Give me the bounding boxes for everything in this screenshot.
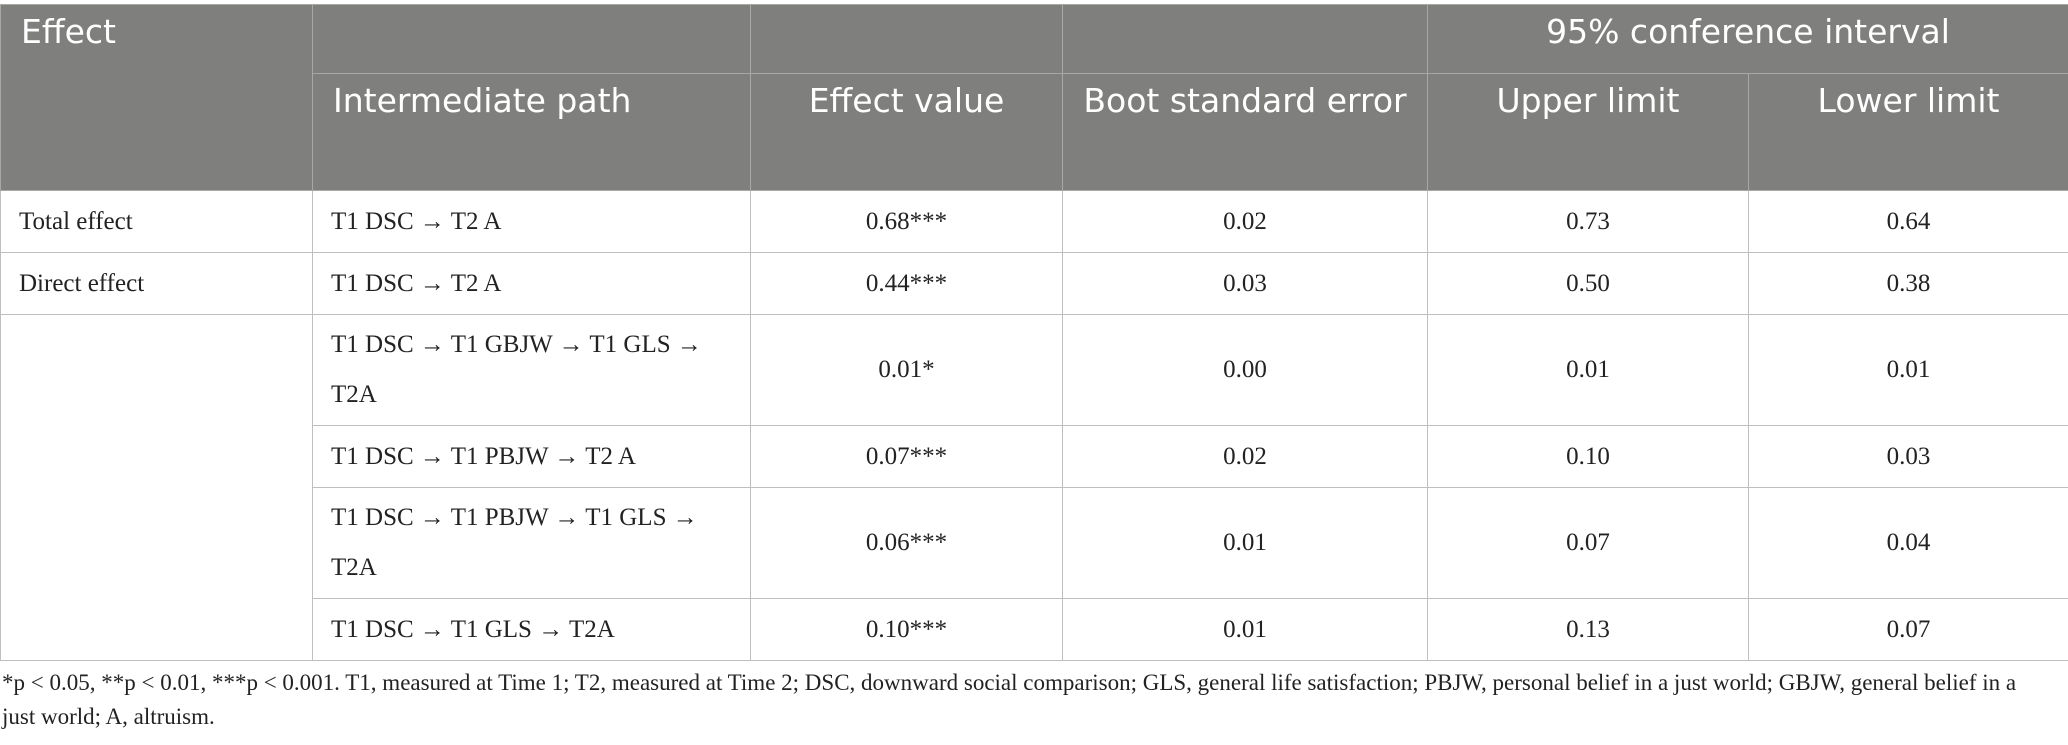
effect-value-cell: 0.07*** [750, 425, 1063, 488]
upper-limit-cell: 0.73 [1427, 190, 1749, 253]
effect-value-cell: 0.44*** [750, 252, 1063, 315]
upper-limit-cell: 0.50 [1427, 252, 1749, 315]
upper-limit-cell: 0.10 [1427, 425, 1749, 488]
path-cell: T1 DSC → T1 PBJW → T2 A [312, 425, 751, 488]
header-upper-limit: Upper limit [1427, 73, 1749, 191]
lower-limit-cell: 0.64 [1747, 190, 2068, 253]
boot-se-cell: 0.02 [1062, 190, 1428, 253]
header-effect: Effect [0, 4, 313, 191]
lower-limit-cell: 0.38 [1747, 252, 2068, 315]
effect-value-cell: 0.10*** [750, 598, 1063, 661]
table-row: Total effect T1 DSC → T2 A 0.68*** 0.02 … [0, 190, 2068, 253]
boot-se-cell: 0.03 [1062, 252, 1428, 315]
header-row-bottom: Intermediate path Effect value Boot stan… [1, 73, 2068, 191]
effect-cell: Total effect [0, 190, 313, 253]
path-cell: T1 DSC → T2 A [312, 252, 751, 315]
effect-value-cell: 0.01* [750, 314, 1063, 426]
path-cell: T1 DSC → T2 A [312, 190, 751, 253]
effect-cell: Direct effect [0, 252, 313, 315]
path-cell: T1 DSC → T1 GBJW → T1 GLS → T2A [312, 314, 751, 426]
header-confidence-interval: 95% conference interval [1426, 4, 2068, 74]
lower-limit-cell: 0.04 [1747, 487, 2068, 599]
table-footnote: *p < 0.05, **p < 0.01, ***p < 0.001. T1,… [2, 670, 2017, 729]
boot-se-cell: 0.02 [1062, 425, 1428, 488]
header-intermediate-path: Intermediate path [312, 73, 751, 191]
lower-limit-cell: 0.01 [1747, 314, 2068, 426]
header-blank-2 [750, 4, 1063, 74]
indirect-effect-cell [0, 314, 313, 661]
header-boot-standard-error: Boot standard error [1062, 73, 1428, 191]
boot-se-cell: 0.00 [1062, 314, 1428, 426]
path-cell: T1 DSC → T1 PBJW → T1 GLS → T2A [312, 487, 751, 599]
header-row-top: Effect 95% conference interval [0, 4, 2068, 191]
boot-se-cell: 0.01 [1062, 598, 1428, 661]
header-blank-3 [1062, 4, 1428, 74]
upper-limit-cell: 0.13 [1427, 598, 1749, 661]
table-row: Direct effect T1 DSC → T2 A 0.44*** 0.03… [0, 252, 2068, 315]
header-effect-value: Effect value [750, 73, 1063, 191]
upper-limit-cell: 0.07 [1427, 487, 1749, 599]
path-cell: T1 DSC → T1 GLS → T2A [312, 598, 751, 661]
header-lower-limit: Lower limit [1747, 73, 2068, 191]
table-row: T1 DSC → T1 GLS → T2A 0.10*** 0.01 0.13 … [1, 598, 2068, 661]
table-row: T1 DSC → T1 PBJW → T1 GLS → T2A 0.06*** … [1, 487, 2068, 599]
table-row: T1 DSC → T1 GBJW → T1 GLS → T2A 0.01* 0.… [0, 314, 2068, 661]
results-table: Effect 95% conference interval Intermedi… [0, 4, 2068, 661]
lower-limit-cell: 0.03 [1747, 425, 2068, 488]
effect-value-cell: 0.06*** [750, 487, 1063, 599]
header-blank-1 [312, 4, 751, 74]
upper-limit-cell: 0.01 [1427, 314, 1749, 426]
effect-value-cell: 0.68*** [750, 190, 1063, 253]
lower-limit-cell: 0.07 [1747, 598, 2068, 661]
boot-se-cell: 0.01 [1062, 487, 1428, 599]
